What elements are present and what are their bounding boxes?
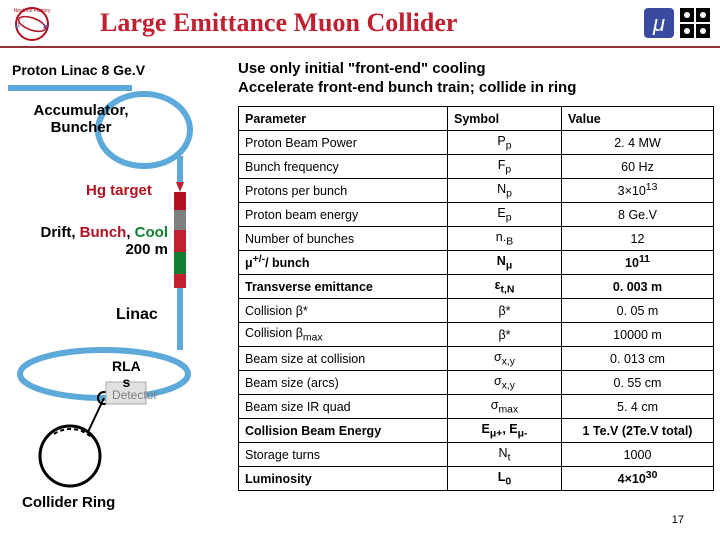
header-rule <box>0 46 720 48</box>
rla-line1: RLA <box>112 358 141 374</box>
symbol-cell: Nt <box>448 443 562 467</box>
param-cell: Proton beam energy <box>239 203 448 227</box>
symbol-cell: L0 <box>448 467 562 491</box>
symbol-cell: σmax <box>448 395 562 419</box>
value-cell: 2. 4 MW <box>562 131 714 155</box>
parameter-table-container: Parameter Symbol Value Proton Beam Power… <box>238 106 714 491</box>
table-row: Beam size at collisionσx,y0. 013 cm <box>239 347 714 371</box>
value-cell: 60 Hz <box>562 155 714 179</box>
table-header-row: Parameter Symbol Value <box>239 107 714 131</box>
value-cell: 1000 <box>562 443 714 467</box>
subtitle-line2: Accelerate front-end bunch train; collid… <box>238 79 576 98</box>
hg-target-label: Hg target <box>86 182 152 199</box>
param-cell: Collision Beam Energy <box>239 419 448 443</box>
table-row: Bunch frequencyFp60 Hz <box>239 155 714 179</box>
param-cell: μ+/-/ bunch <box>239 251 448 275</box>
col-parameter: Parameter <box>239 107 448 131</box>
param-cell: Proton Beam Power <box>239 131 448 155</box>
table-row: Beam size (arcs)σx,y0. 55 cm <box>239 371 714 395</box>
drift-bunch-cool-label: Drift, Bunch, Cool 200 m <box>24 224 168 258</box>
symbol-cell: Pp <box>448 131 562 155</box>
value-cell: 0. 05 m <box>562 299 714 323</box>
svg-text:Neutrino Factory: Neutrino Factory <box>14 8 51 14</box>
symbol-cell: εt,N <box>448 275 562 299</box>
value-cell: 5. 4 cm <box>562 395 714 419</box>
symbol-cell: Eμ+, Eμ- <box>448 419 562 443</box>
drift-200m: 200 m <box>125 241 168 258</box>
accelerator-diagram: Proton Linac 8 Ge.V Accumulator, Buncher… <box>4 62 214 532</box>
linac-label: Linac <box>116 306 158 324</box>
table-row: μ+/-/ bunchNμ1011 <box>239 251 714 275</box>
page-title: Large Emittance Muon Collider <box>100 8 457 38</box>
accumulator-label: Accumulator, Buncher <box>26 102 136 136</box>
symbol-cell: n.B <box>448 227 562 251</box>
value-cell: 3×1013 <box>562 179 714 203</box>
value-cell: 1011 <box>562 251 714 275</box>
accumulator-line1: Accumulator, <box>33 102 128 119</box>
accumulator-line2: Buncher <box>51 119 112 136</box>
symbol-cell: β* <box>448 299 562 323</box>
page-number: 17 <box>672 514 684 526</box>
param-cell: Beam size (arcs) <box>239 371 448 395</box>
param-cell: Number of bunches <box>239 227 448 251</box>
header: Neutrino Factory μ π Large Emittance Muo… <box>0 4 720 48</box>
neutrino-factory-logo: Neutrino Factory μ π <box>6 4 58 44</box>
symbol-cell: Ep <box>448 203 562 227</box>
table-row: Transverse emittanceεt,N0. 003 m <box>239 275 714 299</box>
table-row: Protons per bunchNp3×1013 <box>239 179 714 203</box>
param-cell: Beam size at collision <box>239 347 448 371</box>
symbol-cell: Nμ <box>448 251 562 275</box>
value-cell: 4×1030 <box>562 467 714 491</box>
symbol-cell: Np <box>448 179 562 203</box>
table-row: Storage turnsNt1000 <box>239 443 714 467</box>
subtitle: Use only initial "front-end" cooling Acc… <box>238 60 576 98</box>
detector-label: Detector <box>112 388 157 402</box>
value-cell: 0. 013 cm <box>562 347 714 371</box>
value-cell: 8 Ge.V <box>562 203 714 227</box>
table-row: Number of bunchesn.B12 <box>239 227 714 251</box>
param-cell: Collision βmax <box>239 323 448 347</box>
param-cell: Luminosity <box>239 467 448 491</box>
proton-linac-label: Proton Linac 8 Ge.V <box>12 62 145 78</box>
symbol-cell: β* <box>448 323 562 347</box>
table-row: LuminosityL04×1030 <box>239 467 714 491</box>
mu-logo: μ <box>642 6 712 42</box>
param-cell: Transverse emittance <box>239 275 448 299</box>
symbol-cell: σx,y <box>448 347 562 371</box>
table-row: Proton Beam PowerPp2. 4 MW <box>239 131 714 155</box>
table-row: Proton beam energyEp8 Ge.V <box>239 203 714 227</box>
value-cell: 0. 55 cm <box>562 371 714 395</box>
svg-text:μ: μ <box>652 11 665 36</box>
param-cell: Beam size IR quad <box>239 395 448 419</box>
value-cell: 0. 003 m <box>562 275 714 299</box>
parameter-table: Parameter Symbol Value Proton Beam Power… <box>238 106 714 491</box>
value-cell: 1 Te.V (2Te.V total) <box>562 419 714 443</box>
table-row: Collision β*β*0. 05 m <box>239 299 714 323</box>
subtitle-line1: Use only initial "front-end" cooling <box>238 60 576 79</box>
param-cell: Storage turns <box>239 443 448 467</box>
symbol-cell: Fp <box>448 155 562 179</box>
param-cell: Protons per bunch <box>239 179 448 203</box>
col-symbol: Symbol <box>448 107 562 131</box>
param-cell: Bunch frequency <box>239 155 448 179</box>
value-cell: 10000 m <box>562 323 714 347</box>
table-row: Collision Beam EnergyEμ+, Eμ-1 Te.V (2Te… <box>239 419 714 443</box>
symbol-cell: σx,y <box>448 371 562 395</box>
table-row: Beam size IR quadσmax5. 4 cm <box>239 395 714 419</box>
rla-label: RLA s <box>112 358 141 390</box>
param-cell: Collision β* <box>239 299 448 323</box>
col-value: Value <box>562 107 714 131</box>
table-row: Collision βmaxβ*10000 m <box>239 323 714 347</box>
value-cell: 12 <box>562 227 714 251</box>
collider-ring-label: Collider Ring <box>22 494 115 511</box>
